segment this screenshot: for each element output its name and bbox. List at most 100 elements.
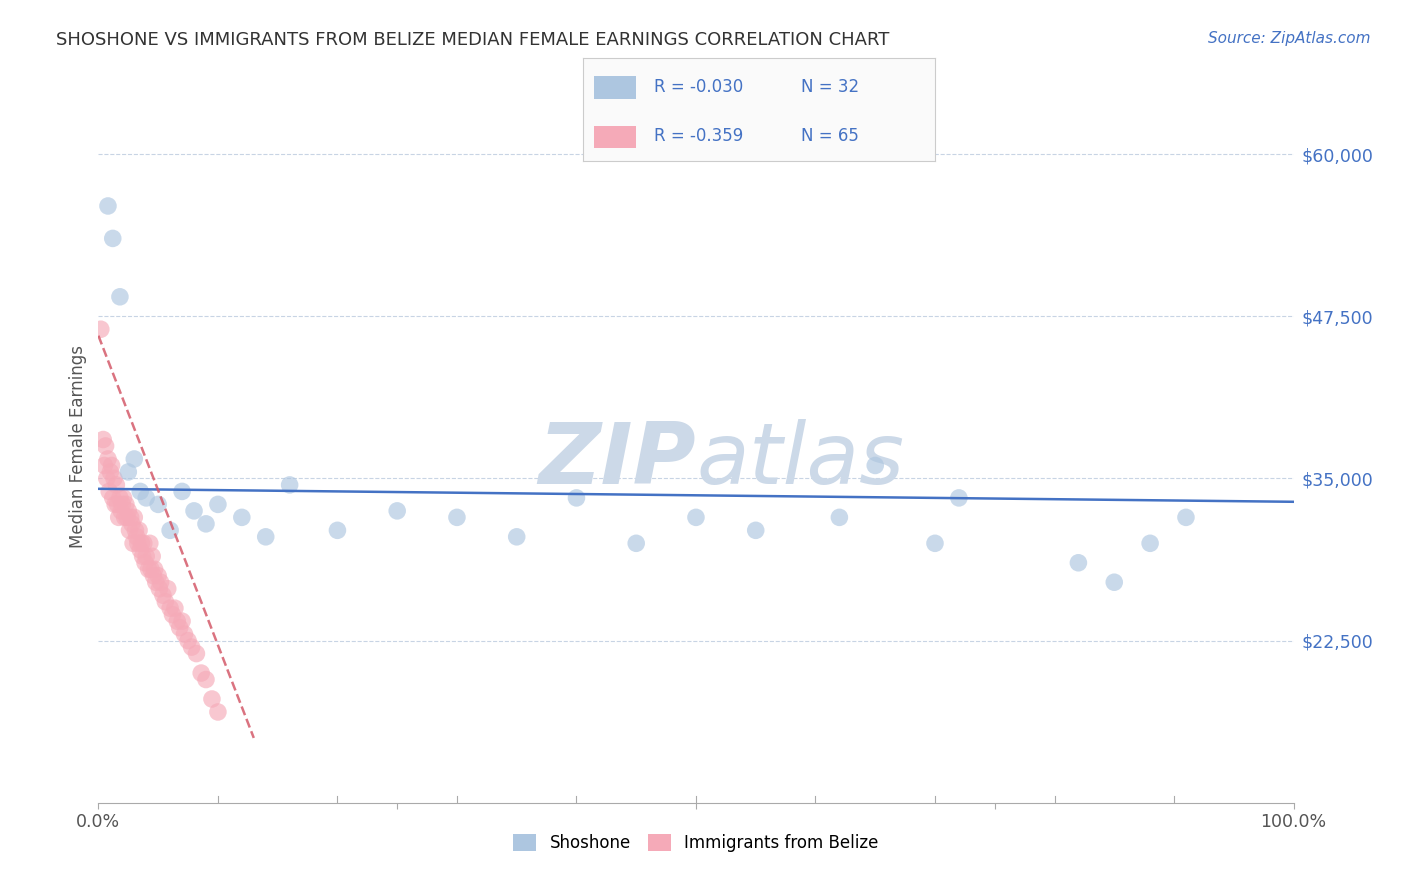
Point	[108, 491, 131, 505]
Point	[163, 601, 186, 615]
Point	[385, 504, 409, 518]
Point	[1175, 510, 1198, 524]
Text: atlas: atlas	[696, 418, 904, 502]
Point	[183, 504, 205, 518]
Point	[105, 478, 128, 492]
Point	[90, 322, 112, 336]
Point	[117, 465, 139, 479]
Point	[128, 524, 150, 538]
Point	[828, 510, 851, 524]
Bar	[593, 126, 636, 148]
Point	[166, 614, 188, 628]
Text: N = 65: N = 65	[801, 127, 859, 145]
Point	[135, 491, 157, 505]
Point	[122, 536, 145, 550]
Point	[254, 530, 277, 544]
Point	[948, 491, 970, 505]
Point	[143, 562, 166, 576]
Point	[124, 452, 146, 467]
Point	[139, 562, 162, 576]
Point	[129, 542, 152, 557]
Point	[107, 510, 129, 524]
Point	[180, 640, 202, 654]
Text: Source: ZipAtlas.com: Source: ZipAtlas.com	[1208, 31, 1371, 46]
Point	[94, 439, 117, 453]
Point	[127, 536, 149, 550]
Point	[115, 497, 138, 511]
Point	[114, 510, 136, 524]
Point	[135, 549, 157, 564]
Point	[745, 524, 768, 538]
Point	[152, 588, 174, 602]
Point	[104, 497, 127, 511]
Point	[108, 290, 131, 304]
Y-axis label: Median Female Earnings: Median Female Earnings	[69, 344, 87, 548]
Point	[207, 497, 229, 511]
Point	[685, 510, 707, 524]
Point	[98, 484, 121, 499]
Point	[112, 491, 135, 505]
Point	[115, 510, 138, 524]
Legend: Shoshone, Immigrants from Belize: Shoshone, Immigrants from Belize	[506, 827, 886, 859]
Point	[100, 458, 122, 473]
Point	[134, 556, 156, 570]
Point	[107, 497, 129, 511]
Point	[172, 484, 194, 499]
Point	[159, 524, 181, 538]
Point	[139, 536, 162, 550]
Point	[326, 524, 349, 538]
Point	[148, 497, 170, 511]
Point	[506, 530, 529, 544]
Point	[110, 504, 132, 518]
Point	[124, 524, 146, 538]
Point	[190, 666, 212, 681]
Point	[148, 568, 170, 582]
Point	[142, 568, 165, 582]
Point	[103, 471, 125, 485]
Text: N = 32: N = 32	[801, 78, 859, 95]
Point	[117, 504, 139, 518]
Point	[626, 536, 648, 550]
Point	[132, 536, 155, 550]
Point	[124, 510, 146, 524]
Point	[141, 549, 163, 564]
Point	[924, 536, 946, 550]
Point	[118, 524, 141, 538]
Point	[101, 491, 124, 505]
Point	[97, 452, 120, 467]
Point	[155, 595, 177, 609]
Point	[131, 536, 153, 550]
Point	[138, 562, 160, 576]
Point	[565, 491, 588, 505]
Point	[278, 478, 301, 492]
Point	[149, 575, 172, 590]
Bar	[593, 77, 636, 99]
Point	[156, 582, 179, 596]
Point	[93, 458, 115, 473]
Point	[446, 510, 468, 524]
Point	[125, 530, 148, 544]
Point	[1104, 575, 1126, 590]
Point	[201, 692, 224, 706]
Point	[173, 627, 195, 641]
Point	[96, 471, 118, 485]
Point	[231, 510, 253, 524]
Point	[159, 601, 181, 615]
Text: R = -0.359: R = -0.359	[654, 127, 742, 145]
Text: SHOSHONE VS IMMIGRANTS FROM BELIZE MEDIAN FEMALE EARNINGS CORRELATION CHART: SHOSHONE VS IMMIGRANTS FROM BELIZE MEDIA…	[56, 31, 890, 49]
Point	[169, 621, 191, 635]
Point	[177, 633, 200, 648]
Point	[186, 647, 208, 661]
Point	[131, 549, 153, 564]
Point	[195, 516, 218, 531]
Point	[120, 510, 142, 524]
Point	[148, 582, 170, 596]
Point	[111, 497, 134, 511]
Text: ZIP: ZIP	[538, 418, 696, 502]
Point	[1139, 536, 1161, 550]
Point	[98, 465, 122, 479]
Point	[162, 607, 184, 622]
Point	[195, 673, 218, 687]
Point	[207, 705, 229, 719]
Text: R = -0.030: R = -0.030	[654, 78, 742, 95]
